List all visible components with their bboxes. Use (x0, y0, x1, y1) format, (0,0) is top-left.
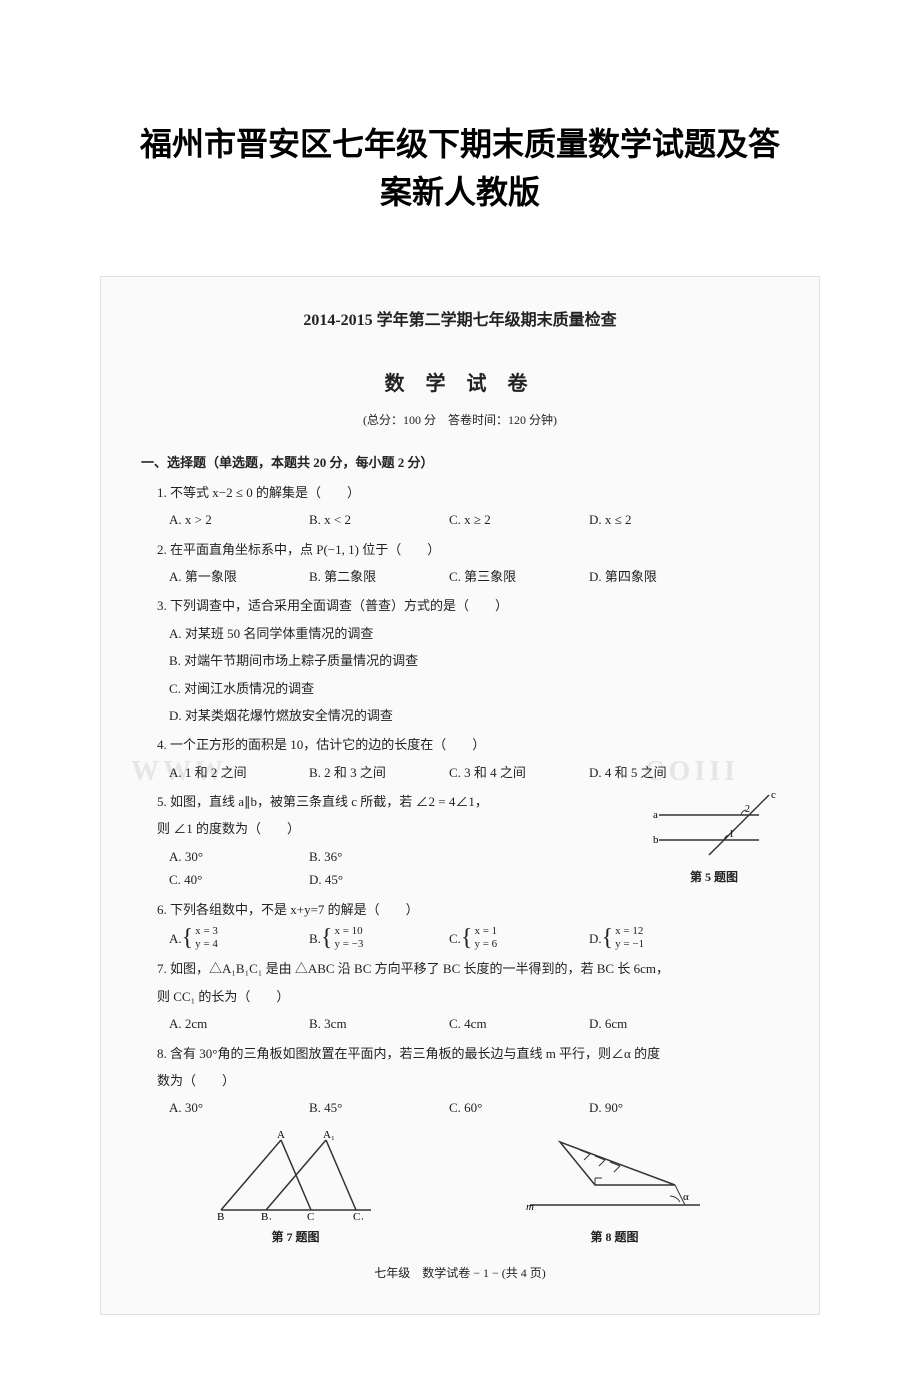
q3-opt-c: C. 对闽江水质情况的调查 (169, 677, 779, 700)
q5-stem2: 则 ∠1 的度数为（ ） (157, 817, 639, 840)
section-header: 一、选择题（单选题，本题共 20 分，每小题 2 分） (141, 451, 779, 474)
q2-opt-c: C. 第三象限 (449, 565, 549, 588)
question-8: 8. 含有 30°角的三角板如图放置在平面内，若三角板的最长边与直线 m 平行，… (141, 1042, 779, 1120)
q4-stem: 4. 一个正方形的面积是 10，估计它的边的长度在（ ） (157, 733, 779, 756)
q2-options: A. 第一象限 B. 第二象限 C. 第三象限 D. 第四象限 (157, 565, 779, 588)
svg-text:A: A (277, 1130, 285, 1141)
q1-opt-c: C. x ≥ 2 (449, 508, 549, 531)
q5-options-row2: C. 40° D. 45° (157, 868, 639, 891)
q5-opt-a: A. 30° (169, 845, 269, 868)
page-footer: 七年级 数学试卷 − 1 − (共 4 页) (141, 1263, 779, 1285)
svg-text:1: 1 (729, 829, 734, 840)
q6-opt-c: C. { x = 1 y = 6 (449, 925, 559, 951)
page-title: 福州市晋安区七年级下期末质量数学试题及答 案新人教版 (60, 120, 860, 216)
q8-stem2: 数为（ ） (157, 1069, 779, 1092)
q8-opt-a: A. 30° (169, 1096, 269, 1119)
question-3: 3. 下列调查中，适合采用全面调查（普查）方式的是（ ） A. 对某班 50 名… (141, 594, 779, 727)
q2-opt-a: A. 第一象限 (169, 565, 269, 588)
q8-options: A. 30° B. 45° C. 60° D. 90° (157, 1096, 779, 1119)
question-1: 1. 不等式 x−2 ≤ 0 的解集是（ ） A. x > 2 B. x < 2… (141, 481, 779, 532)
q4-opt-b: B. 2 和 3 之间 (309, 761, 409, 784)
svg-text:a: a (653, 809, 658, 821)
svg-text:C: C (307, 1211, 314, 1220)
q5-opt-b: B. 36° (309, 845, 409, 868)
q2-opt-d: D. 第四象限 (589, 565, 689, 588)
q6-opt-d: D. { x = 12 y = −1 (589, 925, 699, 951)
q6-opt-a: A. { x = 3 y = 4 (169, 925, 279, 951)
svg-text:A₁: A₁ (323, 1130, 335, 1141)
fig5-caption: 第 5 题图 (649, 867, 779, 889)
q5-options: A. 30° B. 36° (157, 845, 639, 868)
svg-text:2: 2 (745, 804, 750, 815)
q3-opt-b: B. 对端午节期间市场上粽子质量情况的调查 (169, 649, 779, 672)
svg-text:c: c (771, 790, 776, 801)
figure-8: m α 第 8 题图 (520, 1130, 710, 1249)
q1-stem: 1. 不等式 x−2 ≤ 0 的解集是（ ） (157, 481, 779, 504)
q1-opt-a: A. x > 2 (169, 508, 269, 531)
q8-stem: 8. 含有 30°角的三角板如图放置在平面内，若三角板的最长边与直线 m 平行，… (157, 1042, 779, 1065)
meta-line: (总分：100 分 答卷时间：120 分钟) (141, 410, 779, 432)
svg-text:α: α (683, 1191, 689, 1203)
title-line2: 案新人教版 (380, 174, 540, 210)
q7-opt-c: C. 4cm (449, 1012, 549, 1035)
q4-options: A. 1 和 2 之间 B. 2 和 3 之间 C. 3 和 4 之间 D. 4… (157, 761, 779, 784)
svg-text:b: b (653, 834, 659, 846)
q3-opt-d: D. 对某类烟花爆竹燃放安全情况的调查 (169, 704, 779, 727)
question-7: 7. 如图，△A₁B₁C₁ 是由 △ABC 沿 BC 方向平移了 BC 长度的一… (141, 957, 779, 1035)
q6-options: A. { x = 3 y = 4 B. { x = 10 y = −3 C. { (157, 925, 779, 951)
q5-stem: 5. 如图，直线 a∥b，被第三条直线 c 所截，若 ∠2 = 4∠1， (157, 790, 639, 813)
q7-opt-a: A. 2cm (169, 1012, 269, 1035)
q4-opt-c: C. 3 和 4 之间 (449, 761, 549, 784)
page-header: 福州市晋安区七年级下期末质量数学试题及答 案新人教版 (0, 40, 920, 256)
q2-stem: 2. 在平面直角坐标系中，点 P(−1, 1) 位于（ ） (157, 538, 779, 561)
svg-text:B₁: B₁ (261, 1211, 272, 1220)
figure-5: a b c 2 1 第 5 题图 (649, 790, 779, 880)
question-5: 5. 如图，直线 a∥b，被第三条直线 c 所截，若 ∠2 = 4∠1， 则 ∠… (141, 790, 779, 892)
q8-opt-b: B. 45° (309, 1096, 409, 1119)
q6-stem: 6. 下列各组数中，不是 x+y=7 的解是（ ） (157, 898, 779, 921)
q7-options: A. 2cm B. 3cm C. 4cm D. 6cm (157, 1012, 779, 1035)
exam-sheet: 2014-2015 学年第二学期七年级期末质量检查 数 学 试 卷 (总分：10… (100, 276, 820, 1315)
q1-options: A. x > 2 B. x < 2 C. x ≥ 2 D. x ≤ 2 (157, 508, 779, 531)
q8-opt-c: C. 60° (449, 1096, 549, 1119)
q2-opt-b: B. 第二象限 (309, 565, 409, 588)
question-6: 6. 下列各组数中，不是 x+y=7 的解是（ ） A. { x = 3 y =… (141, 898, 779, 952)
fig8-caption: 第 8 题图 (520, 1227, 710, 1249)
q3-stem: 3. 下列调查中，适合采用全面调查（普查）方式的是（ ） (157, 594, 779, 617)
q4-opt-d: D. 4 和 5 之间 (589, 761, 689, 784)
q1-opt-d: D. x ≤ 2 (589, 508, 689, 531)
svg-text:C₁: C₁ (353, 1211, 364, 1220)
question-4: WWW COIII 4. 一个正方形的面积是 10，估计它的边的长度在（ ） A… (141, 733, 779, 784)
q7-stem: 7. 如图，△A₁B₁C₁ 是由 △ABC 沿 BC 方向平移了 BC 长度的一… (157, 957, 779, 980)
q8-opt-d: D. 90° (589, 1096, 689, 1119)
subject-title: 数 学 试 卷 (141, 366, 779, 402)
figure-7: A A₁ B B₁ C C₁ 第 7 题图 (211, 1130, 381, 1249)
question-2: 2. 在平面直角坐标系中，点 P(−1, 1) 位于（ ） A. 第一象限 B.… (141, 538, 779, 589)
q4-opt-a: A. 1 和 2 之间 (169, 761, 269, 784)
q5-opt-c: C. 40° (169, 868, 269, 891)
q7-opt-b: B. 3cm (309, 1012, 409, 1035)
exam-title: 2014-2015 学年第二学期七年级期末质量检查 (141, 307, 779, 336)
q3-opt-a: A. 对某班 50 名同学体重情况的调查 (169, 622, 779, 645)
svg-text:B: B (217, 1211, 224, 1220)
q5-opt-d: D. 45° (309, 868, 409, 891)
bottom-figures: A A₁ B B₁ C C₁ 第 7 题图 (141, 1130, 779, 1249)
q1-opt-b: B. x < 2 (309, 508, 409, 531)
fig7-caption: 第 7 题图 (211, 1227, 381, 1249)
q7-opt-d: D. 6cm (589, 1012, 689, 1035)
q6-opt-b: B. { x = 10 y = −3 (309, 925, 419, 951)
svg-text:m: m (526, 1201, 534, 1213)
q7-stem2: 则 CC₁ 的长为（ ） (157, 985, 779, 1008)
title-line1: 福州市晋安区七年级下期末质量数学试题及答 (140, 126, 780, 162)
